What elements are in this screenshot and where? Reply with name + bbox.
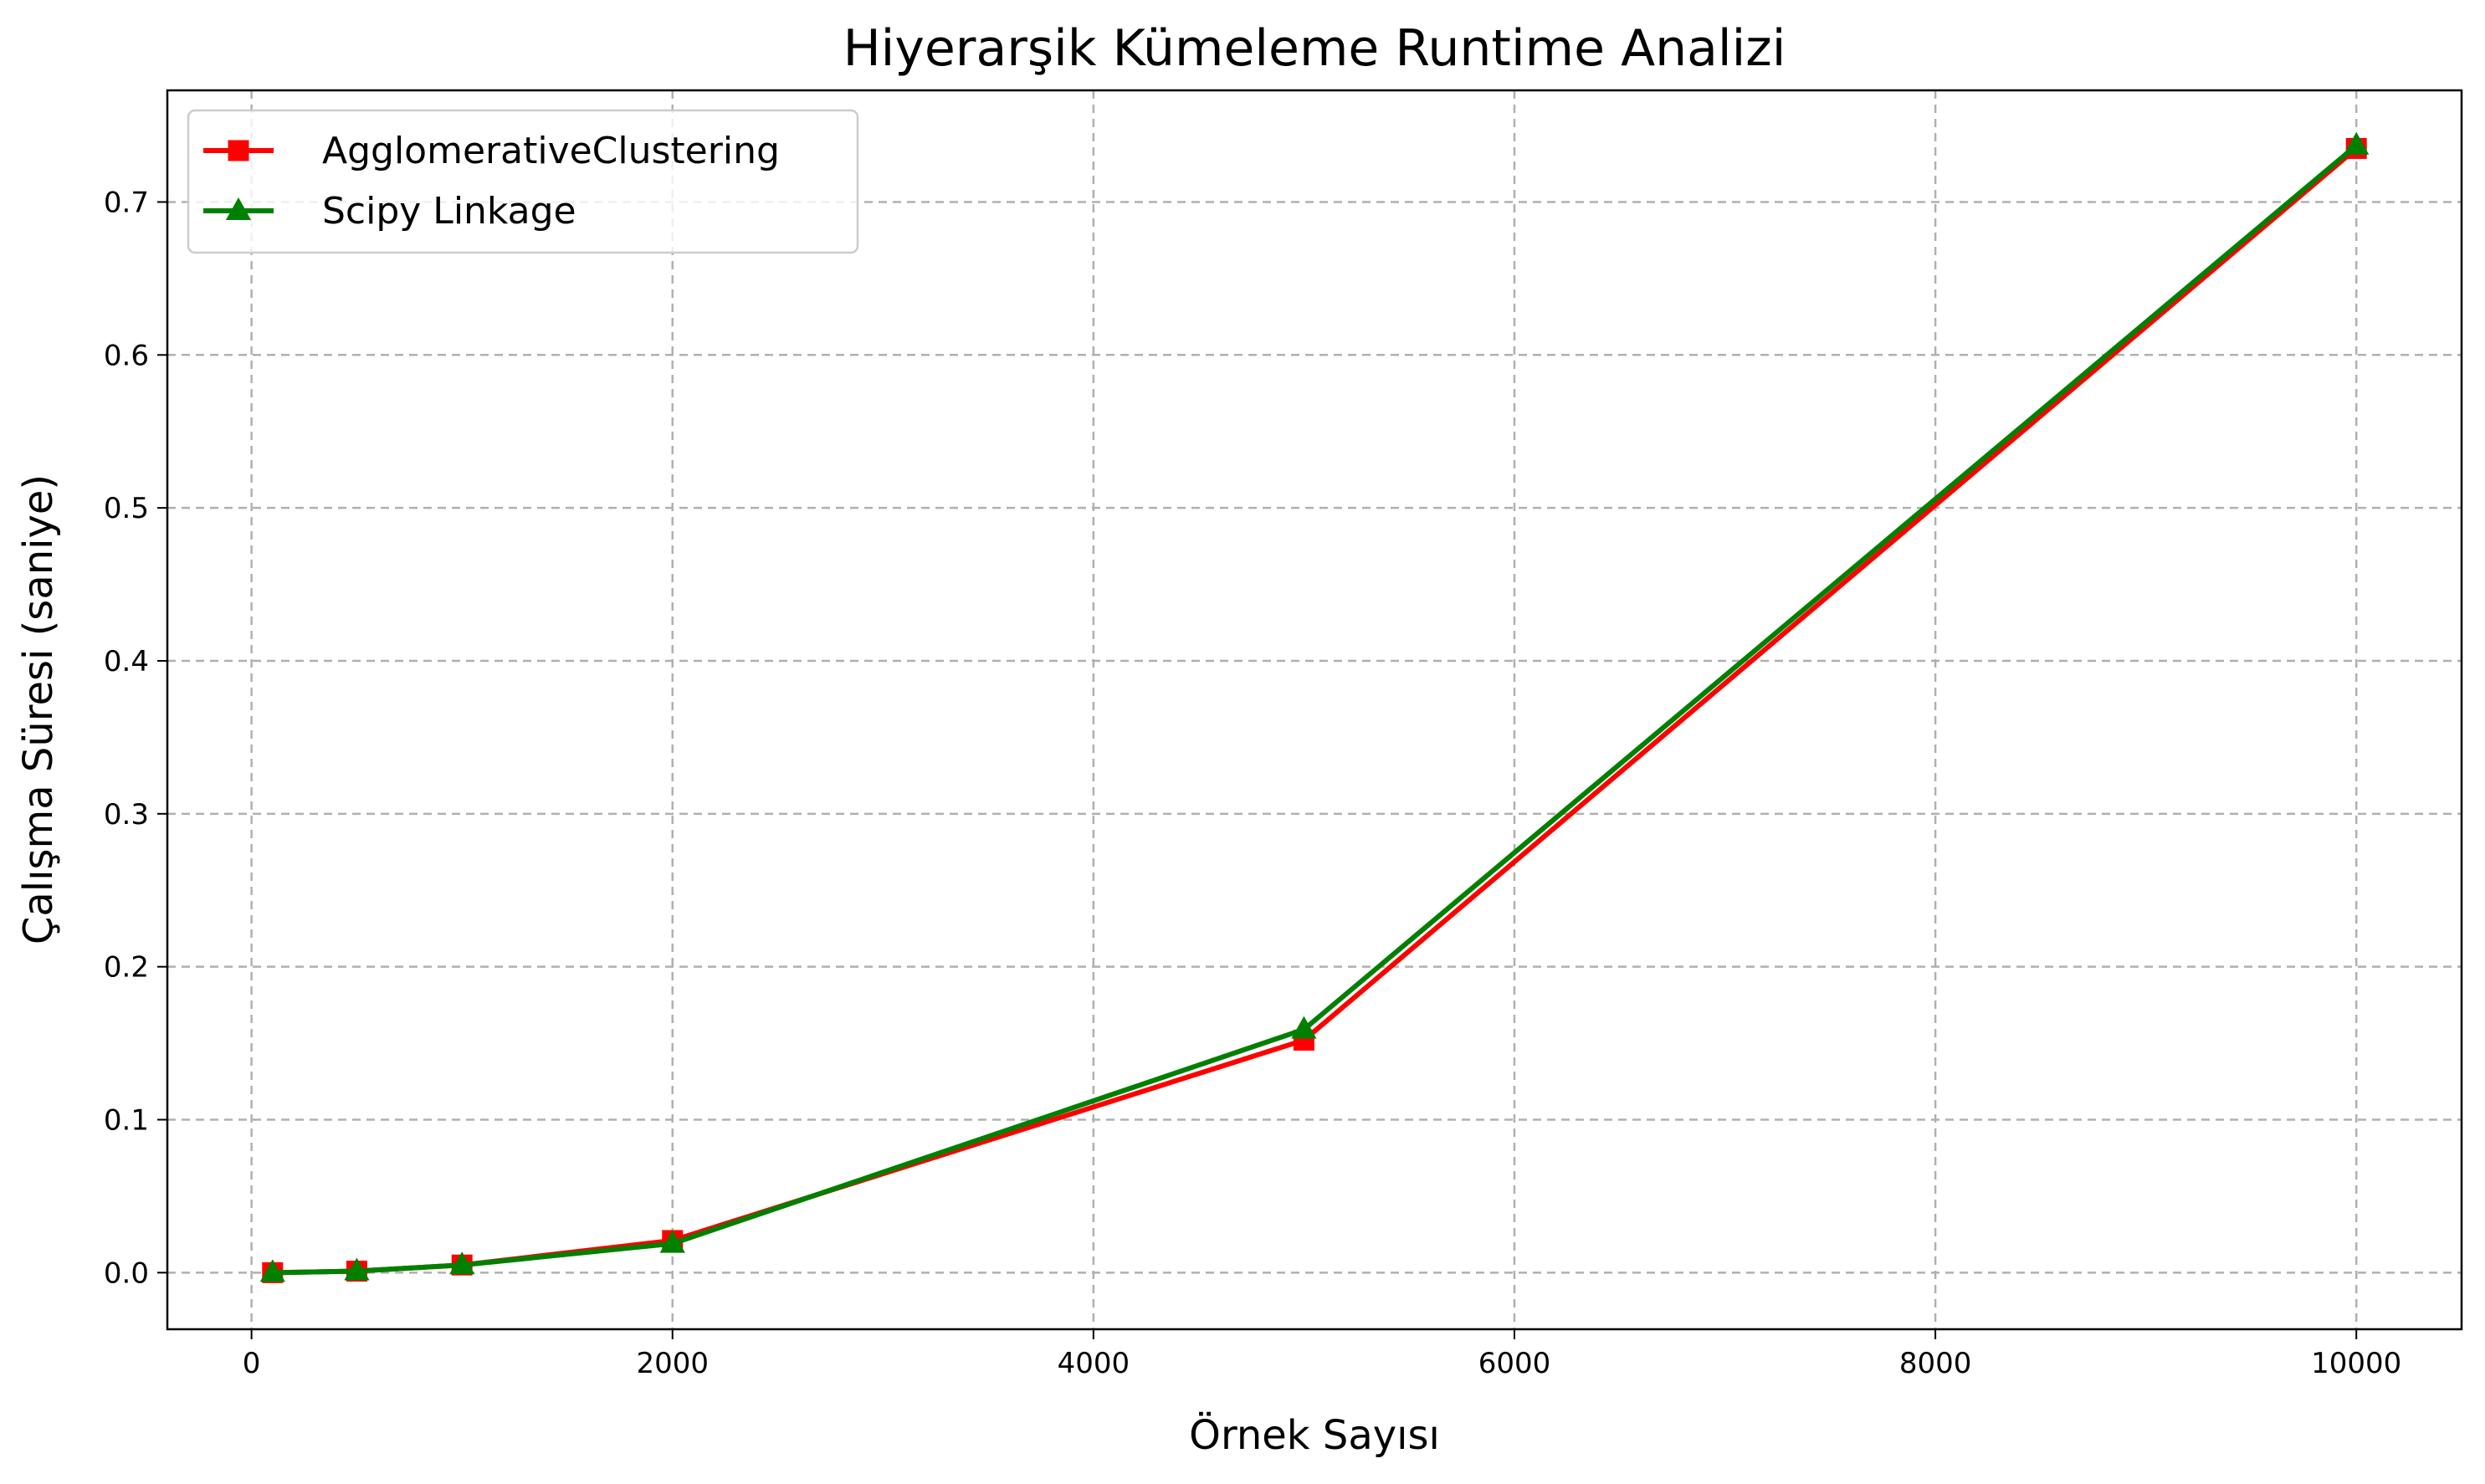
y-tick-label: 0.7 [104,186,149,219]
plot-frame [166,89,2463,1331]
y-tick-label: 0.3 [104,798,149,832]
series-2 [259,131,2370,1282]
x-axis-label: Örnek Sayısı [1189,1412,1440,1459]
legend-box [187,109,859,254]
grid [167,90,2462,1329]
x-tick-label: 10000 [2311,1347,2401,1380]
data-point [659,1230,685,1253]
legend-marker [225,197,252,220]
x-tick-label: 2000 [636,1347,709,1380]
x-tick-label: 0 [243,1347,261,1380]
legend-label: AgglomerativeClustering [322,130,780,172]
data-point [1291,1016,1317,1039]
x-tick-label: 8000 [1899,1347,1972,1380]
legend-label: Scipy Linkage [322,190,576,233]
y-axis-label: Çalışma Süresi (saniye) [15,474,62,944]
y-tick-label: 0.0 [104,1256,149,1290]
chart-title: Hiyerarşik Kümeleme Runtime Analizi [843,19,1786,78]
y-tick-label: 0.6 [104,339,149,372]
series-line [269,142,2359,1276]
series-layer [259,131,2370,1283]
legend-marker [228,140,249,161]
y-tick-label: 0.1 [104,1104,149,1138]
y-tick-label: 0.5 [104,492,149,525]
ticks: 0 2000 4000 6000 8000 10000 0.0 0.1 0.2 0.3 0.4 0.5… [104,186,2401,1380]
y-tick-label: 0.2 [104,951,149,985]
y-tick-label: 0.4 [104,645,149,678]
data-point [2344,131,2370,155]
data-point [449,1251,475,1275]
legend: AgglomerativeClustering Scipy Linkage [187,109,859,254]
data-point [259,1259,285,1282]
x-tick-label: 4000 [1058,1347,1130,1380]
x-tick-label: 6000 [1478,1347,1551,1380]
data-point [344,1257,370,1281]
